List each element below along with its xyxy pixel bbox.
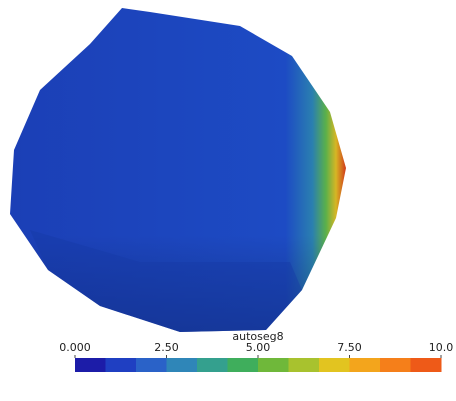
colorbar-segment — [319, 358, 350, 372]
colorbar-segment — [258, 358, 289, 372]
tick-label: 5.00 — [246, 341, 271, 354]
tick-label: 0.000 — [59, 341, 91, 354]
tick-label: 2.50 — [154, 341, 179, 354]
colorbar-segment — [136, 358, 167, 372]
page: autoseg8 0.0002.505.007.5010.0 — [0, 0, 456, 401]
colorbar-segment — [167, 358, 198, 372]
colorbar-segment — [197, 358, 228, 372]
colorbar-segment — [106, 358, 137, 372]
colorbar-segment — [411, 358, 442, 372]
tick-label: 7.50 — [337, 341, 362, 354]
colorbar-segment — [289, 358, 320, 372]
rendered-object — [10, 8, 346, 332]
colorbar-segment — [380, 358, 411, 372]
colorbar-segment — [75, 358, 106, 372]
colorbar-segment — [350, 358, 381, 372]
colorbar-segment — [228, 358, 259, 372]
tick-label: 10.0 — [429, 341, 454, 354]
